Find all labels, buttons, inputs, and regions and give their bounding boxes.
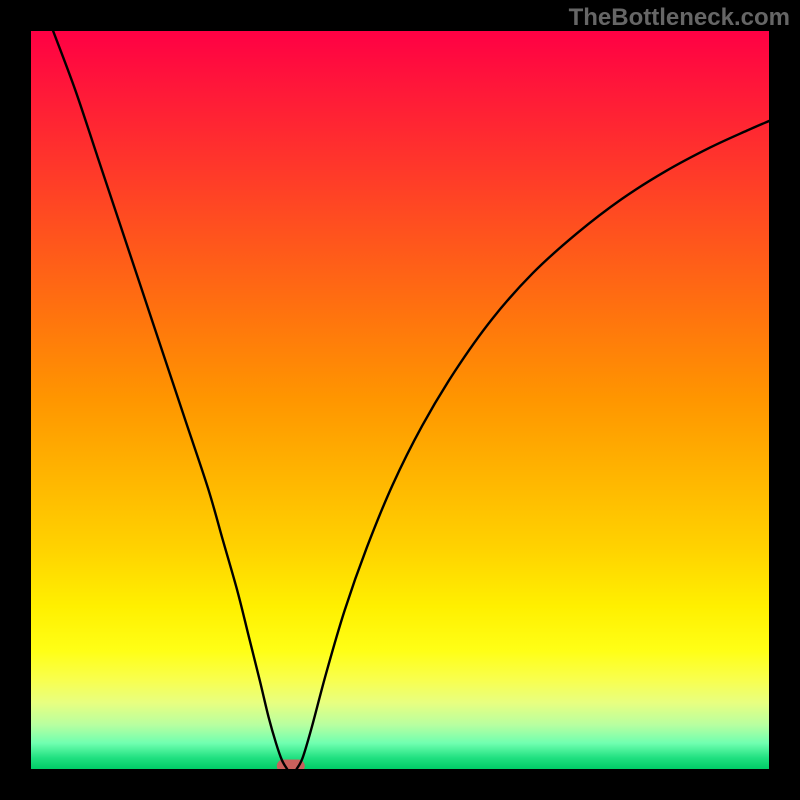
chart-svg: [31, 31, 769, 769]
chart-container: TheBottleneck.com: [0, 0, 800, 800]
gradient-background: [31, 31, 769, 769]
watermark-text: TheBottleneck.com: [569, 4, 790, 32]
plot-area: [31, 31, 769, 769]
